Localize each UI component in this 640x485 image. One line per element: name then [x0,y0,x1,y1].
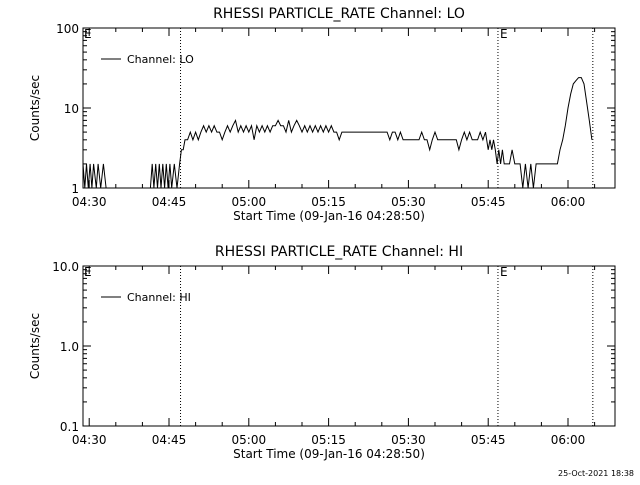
x-tick-label: 05:15 [311,433,346,447]
x-tick-label: 04:45 [152,433,187,447]
x-tick-label: 04:30 [72,195,107,209]
x-tick-label: 05:30 [391,433,426,447]
x-tick-label: 05:15 [311,195,346,209]
plot-frame [82,265,616,427]
legend-label: Channel: LO [127,53,194,66]
footer-timestamp: 25-Oct-2021 18:38 [558,469,634,478]
y-tick-label: 0.1 [60,420,79,434]
start-marker-label: E [84,265,92,279]
legend-label: Channel: HI [127,291,191,304]
event-marker-label: E [500,265,508,279]
x-axis-label: Start Time (09-Jan-16 04:28:50) [233,447,425,461]
y-axis-label: Counts/sec [28,313,42,379]
x-tick-label: 05:00 [232,433,267,447]
series-line-channel-lo [82,77,593,189]
y-tick-label: 10.0 [52,260,79,274]
y-tick-label: 1.0 [60,340,79,354]
x-tick-label: 06:00 [551,195,586,209]
x-tick-label: 05:45 [471,433,506,447]
x-tick-label: 04:30 [72,433,107,447]
y-tick-label: 100 [56,22,79,36]
x-tick-label: 05:30 [391,195,426,209]
y-axis-label: Counts/sec [28,75,42,141]
y-tick-label: 10 [64,102,79,116]
x-tick-label: 04:45 [152,195,187,209]
x-tick-label: 05:45 [471,195,506,209]
chart-title: RHESSI PARTICLE_RATE Channel: HI [215,244,463,260]
y-tick-label: 1 [71,182,79,196]
event-marker-label: E [500,27,508,41]
x-axis-label: Start Time (09-Jan-16 04:28:50) [233,209,425,223]
chart-title: RHESSI PARTICLE_RATE Channel: LO [213,6,465,22]
start-marker-label: E [84,27,92,41]
x-tick-label: 06:00 [551,433,586,447]
x-tick-label: 05:00 [232,195,267,209]
